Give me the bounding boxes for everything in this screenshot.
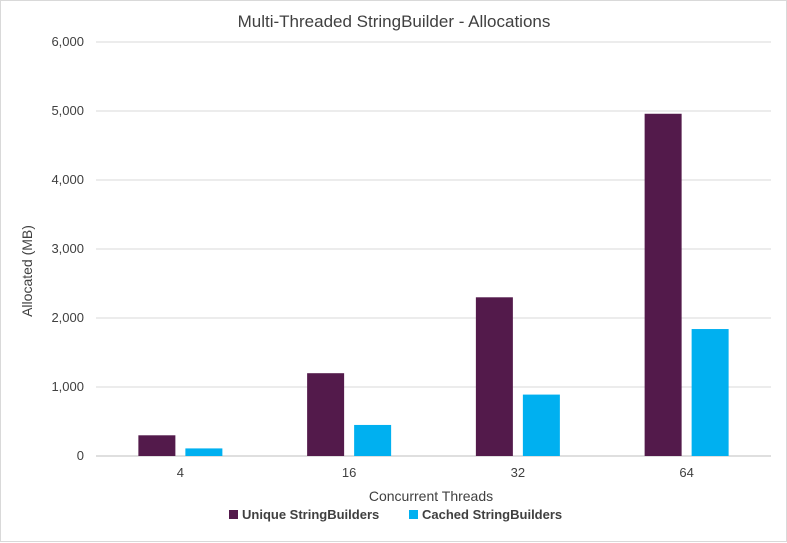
y-tick-label: 0 [77, 448, 84, 463]
y-tick-label: 2,000 [51, 310, 84, 325]
x-axis-ticks: 4 16 32 64 [177, 465, 694, 480]
bar-cached-64 [691, 329, 729, 456]
bar-unique-32 [475, 297, 513, 456]
legend-swatch [409, 510, 418, 519]
bars [138, 113, 729, 456]
bar-unique-4 [138, 435, 176, 456]
legend-label: Cached StringBuilders [422, 507, 562, 522]
x-tick-label: 4 [177, 465, 184, 480]
y-tick-label: 6,000 [51, 34, 84, 49]
x-tick-label: 16 [342, 465, 356, 480]
bar-cached-4 [185, 448, 223, 456]
legend-item-cached: Cached StringBuilders [409, 507, 562, 522]
legend-label: Unique StringBuilders [242, 507, 379, 522]
legend: Unique StringBuilders Cached StringBuilde… [229, 507, 562, 522]
legend-item-unique: Unique StringBuilders [229, 507, 379, 522]
bar-cached-32 [522, 394, 560, 456]
gridlines [96, 41, 771, 457]
x-tick-label: 32 [511, 465, 525, 480]
y-tick-label: 5,000 [51, 103, 84, 118]
y-axis-ticks: 0 1,000 2,000 3,000 4,000 5,000 6,000 [51, 34, 84, 463]
bar-cached-16 [354, 424, 392, 456]
x-axis-label: Concurrent Threads [369, 488, 493, 504]
legend-swatch [229, 510, 238, 519]
x-tick-label: 64 [679, 465, 693, 480]
bar-unique-16 [307, 373, 345, 456]
y-tick-label: 4,000 [51, 172, 84, 187]
bar-unique-64 [644, 113, 682, 456]
y-tick-label: 3,000 [51, 241, 84, 256]
chart-title: Multi-Threaded StringBuilder - Allocatio… [238, 12, 551, 31]
y-tick-label: 1,000 [51, 379, 84, 394]
y-axis-label: Allocated (MB) [19, 225, 35, 317]
